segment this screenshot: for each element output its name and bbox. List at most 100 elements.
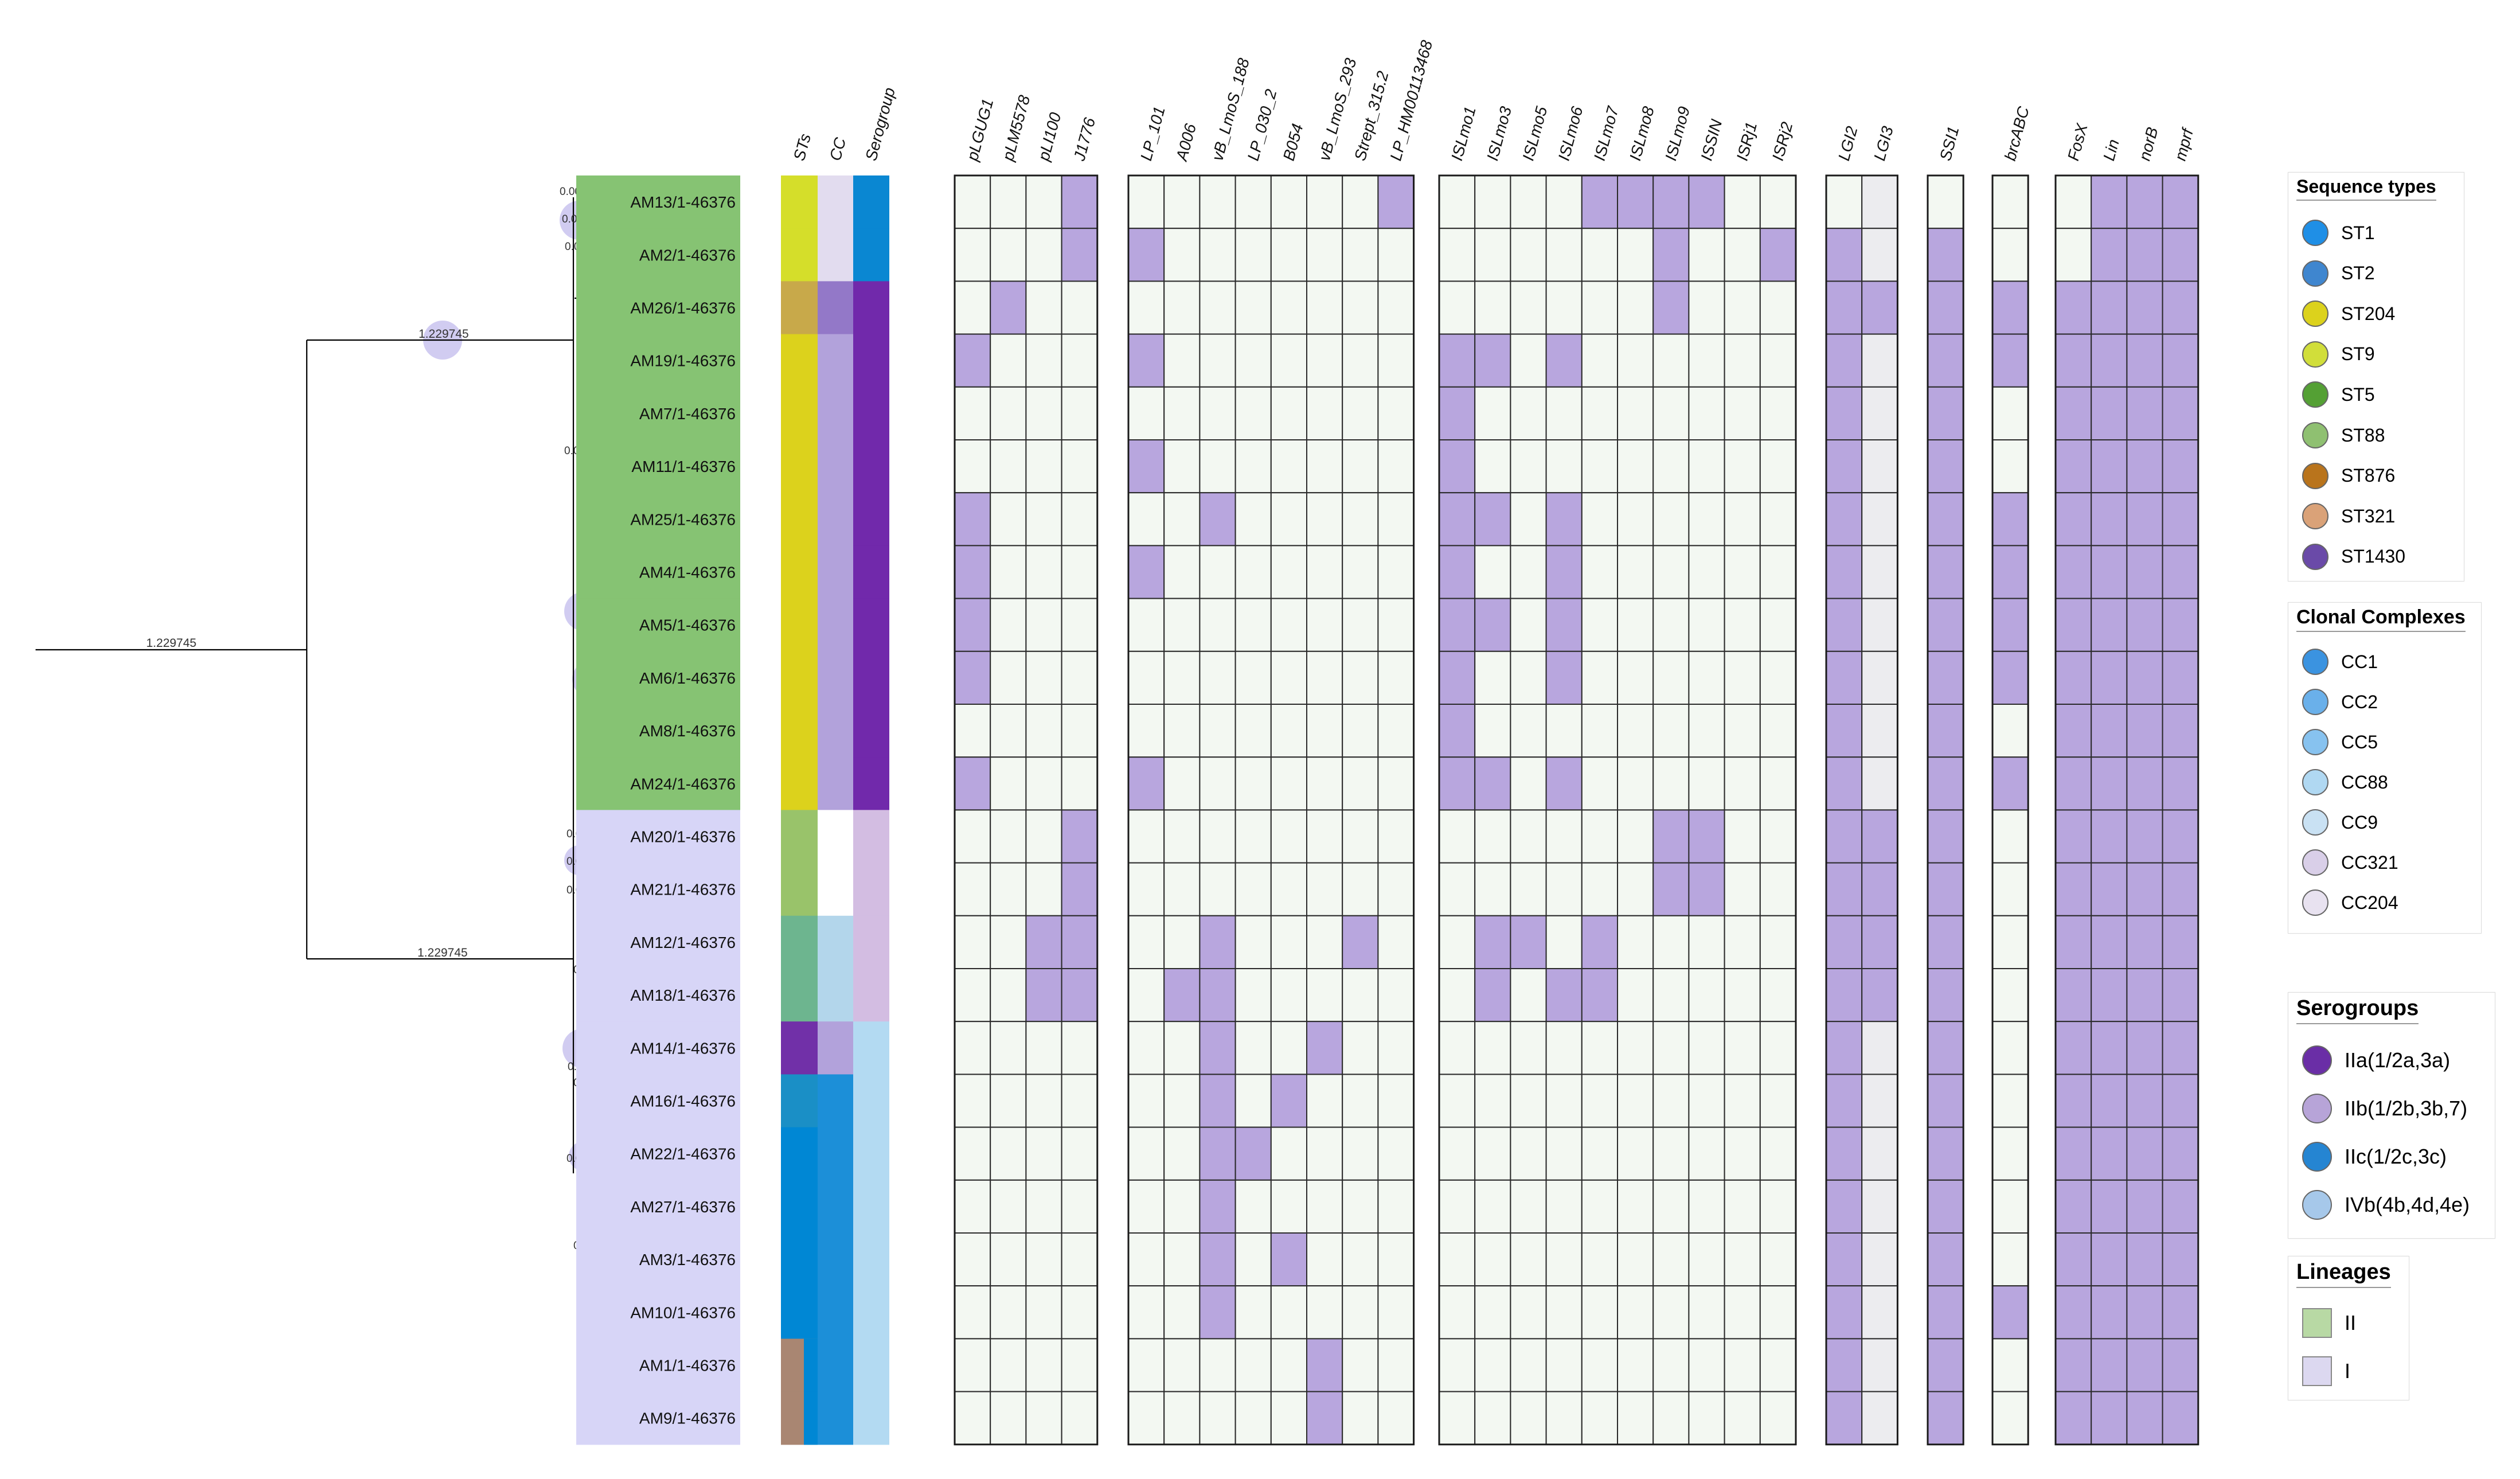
- gene-absent-cell: [1861, 704, 1898, 758]
- gene-absent-cell: [1581, 386, 1619, 440]
- lineage-cell: [576, 1286, 740, 1339]
- gene-group-border: [1438, 174, 1797, 1446]
- gene-absent-cell: [1652, 598, 1690, 652]
- gene-absent-cell: [1270, 1179, 1308, 1234]
- gene-absent-cell: [1306, 650, 1343, 705]
- legend-item: ST876: [2302, 462, 2395, 489]
- lineage-cell: [576, 1391, 740, 1445]
- gene-absent-cell: [1439, 968, 1476, 1023]
- gene-absent-cell: [1617, 756, 1654, 811]
- gene-present-cell: [1826, 228, 1863, 282]
- gene-absent-cell: [1759, 809, 1797, 864]
- gene-absent-cell: [1724, 175, 1761, 229]
- isolate-label: AM19/1-46376: [630, 352, 736, 370]
- gene-absent-cell: [1270, 1391, 1308, 1445]
- gene-absent-cell: [1025, 280, 1062, 335]
- gene-absent-cell: [1163, 1285, 1201, 1340]
- gene-absent-cell: [1724, 1074, 1761, 1128]
- gene-absent-cell: [1306, 756, 1343, 811]
- gene-absent-cell: [1439, 1338, 1476, 1392]
- gene-present-cell: [2162, 492, 2199, 547]
- gene-absent-cell: [1617, 1232, 1654, 1287]
- gene-absent-cell: [1724, 386, 1761, 440]
- lineages-legend: Lineages II I: [2288, 1256, 2409, 1400]
- gene-present-cell: [1061, 175, 1098, 229]
- legend-item: ST2: [2302, 260, 2375, 287]
- gene-present-cell: [2126, 545, 2163, 599]
- gene-absent-cell: [1199, 756, 1236, 811]
- gene-present-cell: [2126, 1391, 2163, 1445]
- gene-absent-cell: [1724, 1021, 1761, 1075]
- cc-cell: [818, 598, 853, 652]
- gene-present-cell: [2055, 1338, 2092, 1392]
- gene-present-cell: [1927, 862, 1964, 916]
- gene-group-border: [1991, 174, 2029, 1446]
- gene-present-cell: [1306, 1338, 1343, 1392]
- gene-absent-cell: [1061, 650, 1098, 705]
- gene-present-cell: [1927, 439, 1964, 494]
- gene-absent-cell: [1342, 968, 1379, 1023]
- gene-present-cell: [2126, 1179, 2163, 1234]
- gene-present-cell: [1199, 1232, 1236, 1287]
- gene-absent-cell: [1652, 333, 1690, 388]
- gene-present-cell: [1927, 333, 1964, 388]
- lineage-cell: [576, 757, 740, 810]
- gene-absent-cell: [1474, 1126, 1511, 1181]
- legend-label: CC5: [2341, 731, 2378, 752]
- gene-present-cell: [2091, 386, 2128, 440]
- gene-absent-cell: [1861, 439, 1898, 494]
- gene-present-cell: [2126, 915, 2163, 970]
- gene-present-cell: [1652, 809, 1690, 864]
- gene-absent-cell: [990, 492, 1027, 547]
- legend-swatch: [2302, 1356, 2332, 1386]
- gene-absent-cell: [1025, 756, 1062, 811]
- gene-absent-cell: [1688, 1285, 1725, 1340]
- gene-present-cell: [1128, 333, 1165, 388]
- legend-swatch: [2302, 422, 2328, 448]
- lineage-cell: [576, 1021, 740, 1075]
- gene-absent-cell: [1234, 968, 1272, 1023]
- gene-present-cell: [2162, 1074, 2199, 1128]
- gene-absent-cell: [1617, 968, 1654, 1023]
- gene-present-cell: [2091, 650, 2128, 705]
- root-branch-length-label: 1.229745: [146, 637, 197, 650]
- gene-absent-cell: [1652, 1285, 1690, 1340]
- gene-absent-cell: [1234, 333, 1272, 388]
- gene-absent-cell: [1199, 704, 1236, 758]
- gene-absent-cell: [2055, 228, 2092, 282]
- serogroup-cell: [853, 810, 889, 864]
- gene-present-cell: [1581, 968, 1619, 1023]
- gene-absent-cell: [1617, 439, 1654, 494]
- isolate-label: AM8/1-46376: [639, 722, 736, 740]
- gene-absent-cell: [1617, 1285, 1654, 1340]
- gene-absent-cell: [1306, 862, 1343, 916]
- gene-absent-cell: [1377, 1179, 1415, 1234]
- gene-absent-cell: [1652, 650, 1690, 705]
- isolate-label: AM4/1-46376: [639, 564, 736, 582]
- gene-absent-cell: [1992, 386, 2029, 440]
- gene-absent-cell: [1342, 439, 1379, 494]
- column-header: LP_HM00113468: [1386, 38, 1436, 163]
- gene-absent-cell: [1617, 1021, 1654, 1075]
- lineage-cell: [576, 915, 740, 969]
- isolate-label: AM1/1-46376: [639, 1357, 736, 1375]
- gene-present-cell: [1861, 809, 1898, 864]
- gene-absent-cell: [1474, 386, 1511, 440]
- gene-absent-cell: [1234, 1179, 1272, 1234]
- gene-absent-cell: [1759, 862, 1797, 916]
- gene-absent-cell: [990, 545, 1027, 599]
- gene-absent-cell: [1025, 492, 1062, 547]
- cc-cell: [818, 969, 853, 1022]
- gene-present-cell: [1128, 545, 1165, 599]
- lineage-cell: [576, 1180, 740, 1234]
- gene-absent-cell: [1617, 1179, 1654, 1234]
- gene-absent-cell: [1759, 704, 1797, 758]
- cc-cell: [818, 1127, 853, 1181]
- gene-present-cell: [1061, 228, 1098, 282]
- gene-absent-cell: [1688, 1232, 1725, 1287]
- gene-present-cell: [2126, 492, 2163, 547]
- serogroup-cell: [853, 651, 889, 705]
- gene-absent-cell: [1342, 809, 1379, 864]
- gene-absent-cell: [1163, 1126, 1201, 1181]
- gene-absent-cell: [1724, 915, 1761, 970]
